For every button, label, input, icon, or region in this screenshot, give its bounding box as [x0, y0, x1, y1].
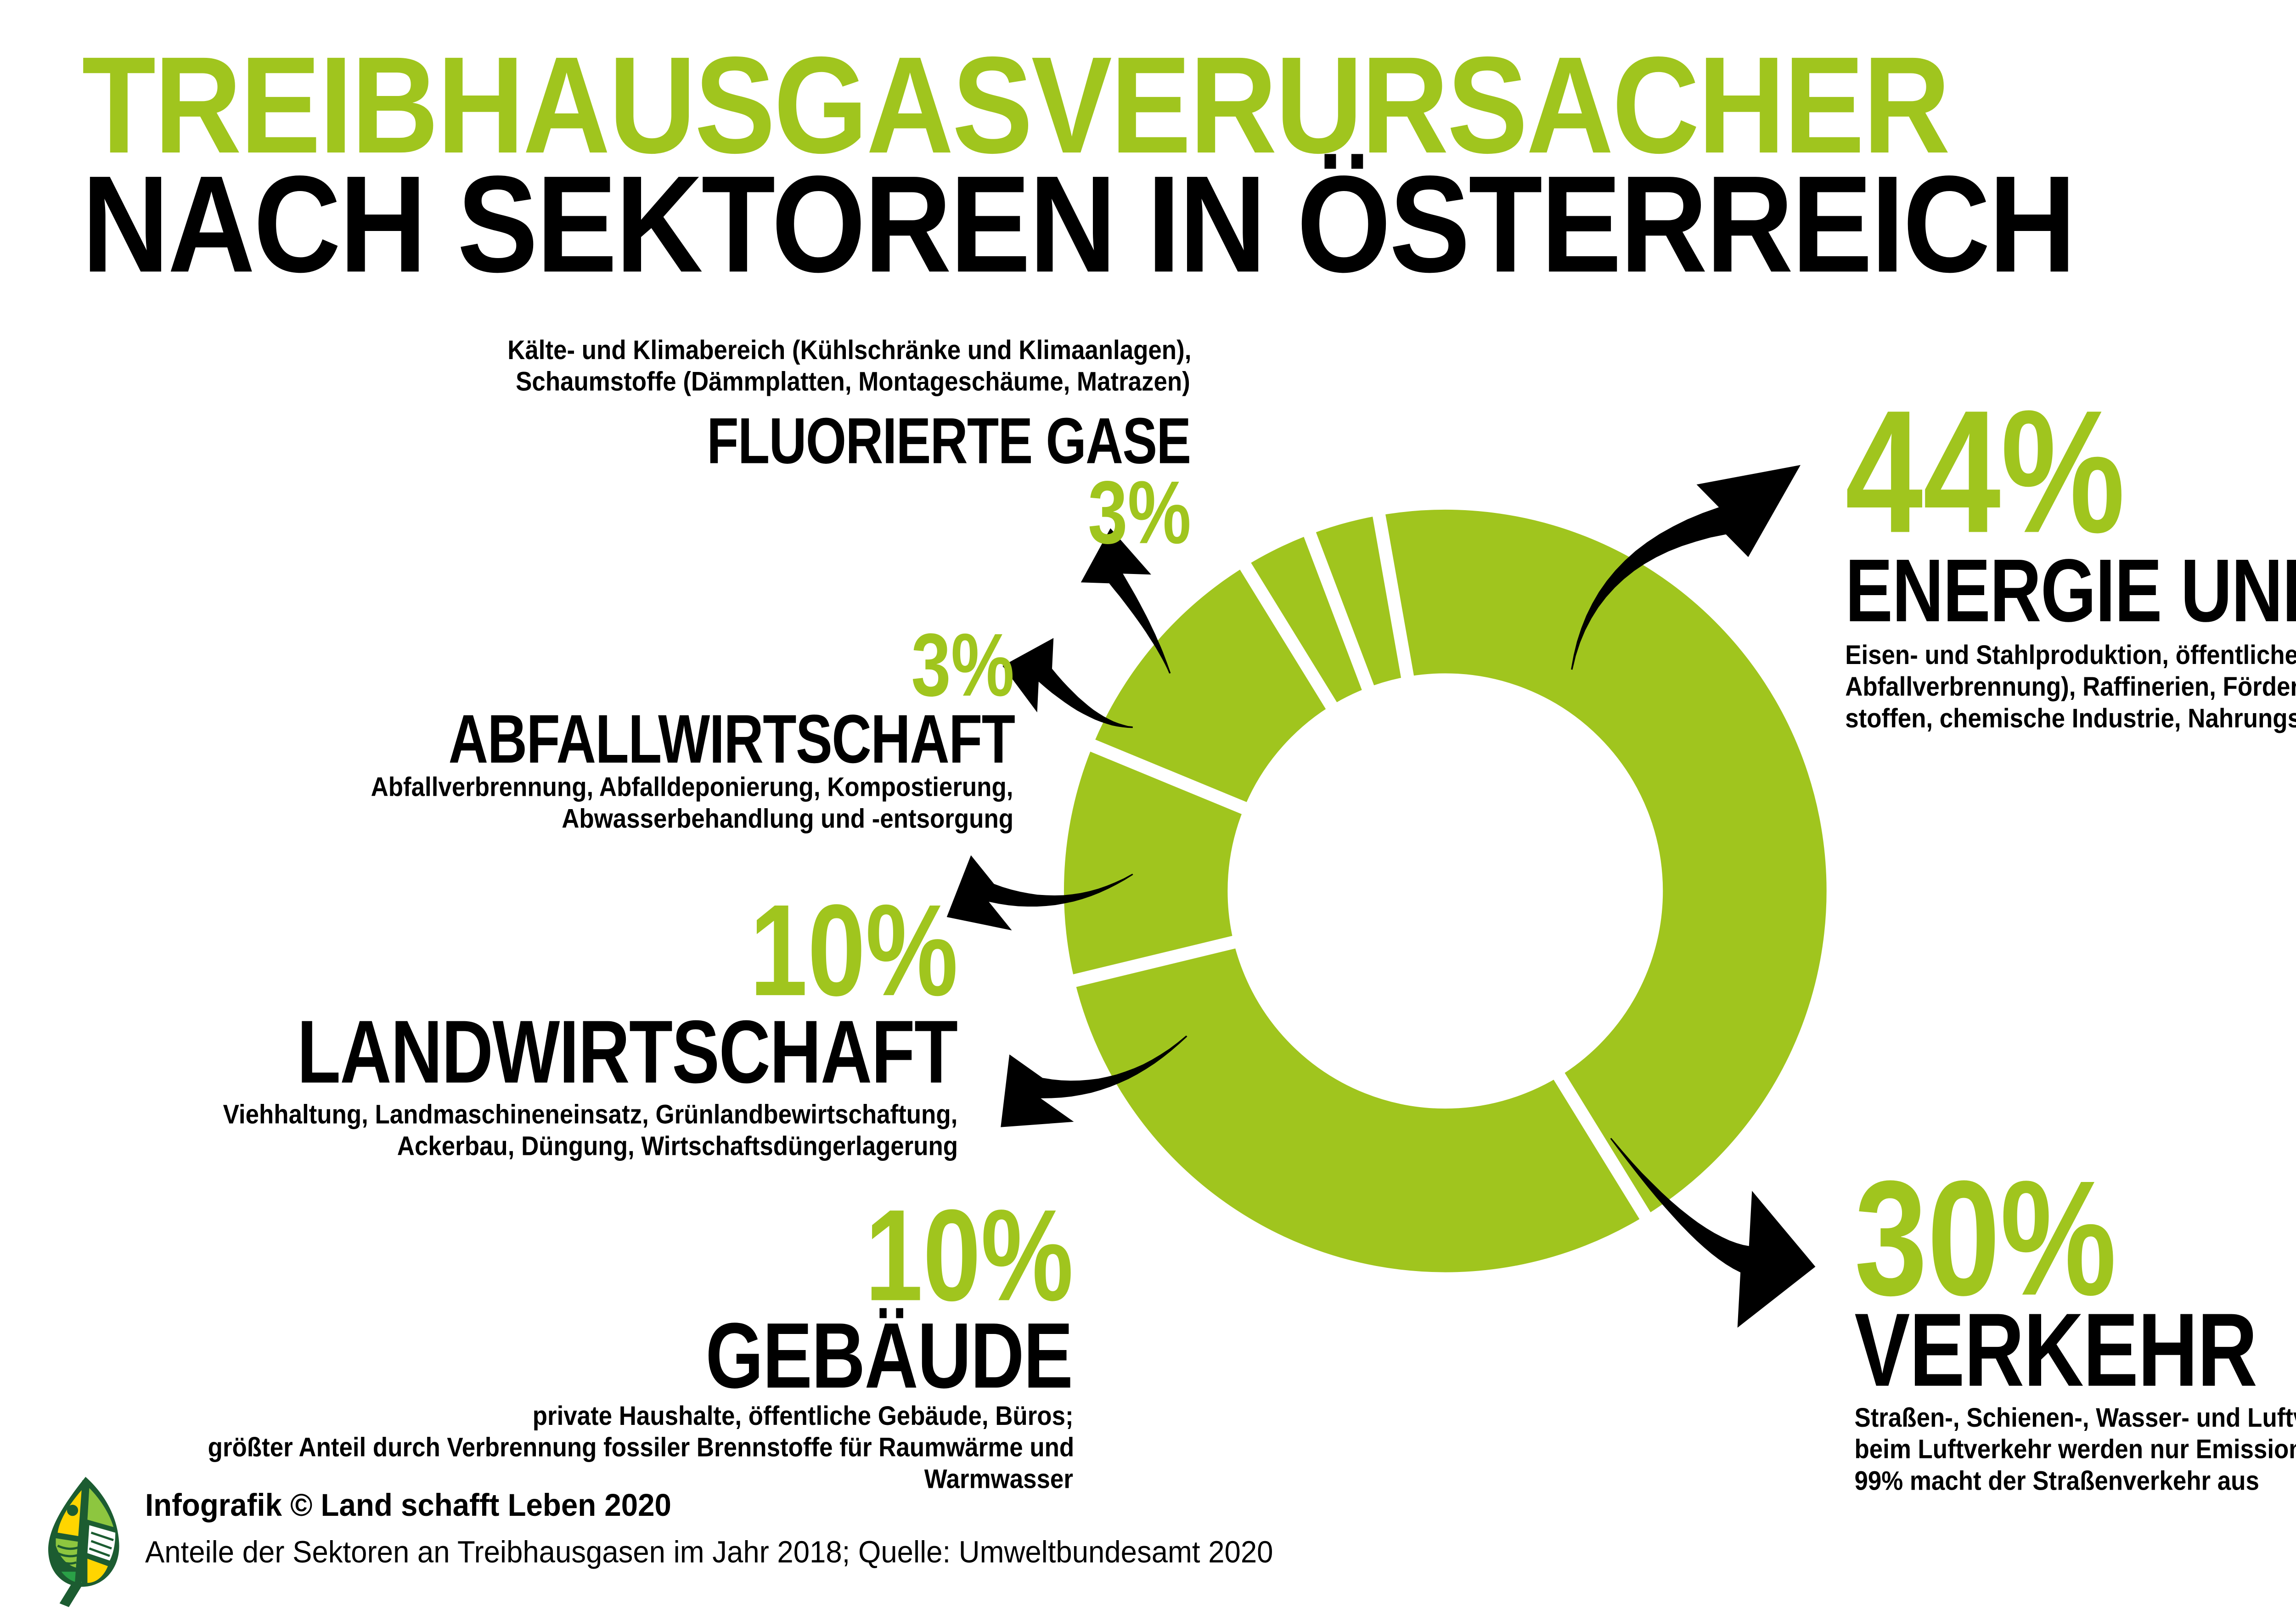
landwirtschaft-desc-line-1: Viehhaltung, Landmaschineneinsatz, Grünl…: [223, 1101, 958, 1131]
gebaeude-percent: 10%: [865, 1183, 1074, 1328]
segment-divider-energie: [1370, 499, 1416, 691]
leaf-logo: [48, 1477, 119, 1607]
arrow-landwirtschaft: [946, 855, 1133, 931]
donut-ring: [1064, 509, 1827, 1272]
arrow-energie: [1571, 465, 1801, 670]
label-block-landwirtschaft: 10% LANDWIRTSCHAFT Viehhaltung, Landmasc…: [133, 878, 959, 1165]
segment-divider-gebaeude: [1058, 933, 1248, 990]
energie-desc-line-2: Abfallverbrennung), Raffinerien, Förderu…: [1845, 674, 2296, 703]
arrow-verkehr: [1610, 1138, 1816, 1328]
title-line-2-text: NACH SEKTOREN IN ÖSTERREICH: [82, 146, 2076, 302]
footer: Infografik © Land schafft Leben 2020 Ant…: [145, 1486, 1333, 1573]
verkehr-desc-line-3: 99% macht der Straßenverkehr aus: [1854, 1468, 2259, 1498]
landwirtschaft-percent: 10%: [749, 878, 958, 1023]
footer-caption: Anteile der Sektoren an Treibhausgasen i…: [145, 1536, 1273, 1570]
title-line-2: NACH SEKTOREN IN ÖSTERREICH: [82, 146, 2296, 302]
page-title: TREIBHAUSGASVERURSACHER NACH SEKTOREN IN…: [82, 28, 2296, 302]
landwirtschaft-desc-line-2: Ackerbau, Düngung, Wirtschaftsdüngerlage…: [397, 1133, 958, 1163]
gebaeude-desc-line-3: Warmwasser: [924, 1466, 1074, 1497]
fluorierte-desc-line-1: Kälte- und Klimabereich (Kühlschränke un…: [506, 337, 1191, 366]
segment-divider-landwirtschaft: [1076, 734, 1259, 819]
energie-desc-line-3: stoffen, chemische Industrie, Nahrungs- …: [1845, 705, 2296, 736]
title-line-1: TREIBHAUSGASVERURSACHER: [82, 28, 2296, 182]
title-line-1-text: TREIBHAUSGASVERURSACHER: [82, 28, 1950, 182]
arrow-fluorierte: [1080, 528, 1171, 674]
label-block-fluorierte-gase: Kälte- und Klimabereich (Kühlschränke un…: [431, 337, 1191, 561]
label-block-energie-und-industrie: 44% ENERGIE UND INDUSTRIE Eisen- und Sta…: [1845, 374, 2296, 737]
leaf-vein: [75, 1480, 89, 1583]
gebaeude-heading: GEBÄUDE: [706, 1304, 1074, 1408]
gebaeude-desc-line-1: private Haushalte, öffentliche Gebäude, …: [532, 1402, 1074, 1432]
abfall-percent: 3%: [910, 617, 1014, 716]
abfall-heading: ABFALLWIRTSCHAFT: [447, 701, 1014, 778]
label-block-abfallwirtschaft: 3% ABFALLWIRTSCHAFT Abfallverbrennung, A…: [300, 617, 1015, 838]
gebaeude-desc-line-2: größter Anteil durch Verbrennung fossile…: [207, 1434, 1074, 1464]
abfall-desc-line-1: Abfallverbrennung, Abfalldeponierung, Ko…: [371, 774, 1014, 804]
verkehr-desc-line-2: beim Luftverkehr werden nur Emissionen v…: [1854, 1436, 2296, 1466]
label-block-verkehr: 30% VERKEHR Straßen-, Schienen-, Wasser-…: [1854, 1146, 2296, 1500]
fluorierte-percent: 3%: [1087, 466, 1191, 564]
arrow-gebaeude: [1001, 1035, 1187, 1127]
energie-percent: 44%: [1845, 374, 2125, 569]
abfall-desc-line-2: Abwasserbehandlung und -entsorgung: [562, 805, 1014, 836]
verkehr-heading: VERKEHR: [1854, 1291, 2257, 1408]
verkehr-percent: 30%: [1854, 1146, 2117, 1330]
verkehr-desc-line-1: Straßen-, Schienen-, Wasser- und Luftver…: [1854, 1404, 2296, 1435]
label-block-gebaeude: 10% GEBÄUDE private Haushalte, öffentlic…: [111, 1183, 1074, 1499]
footer-credit: Infografik © Land schafft Leben 2020: [145, 1488, 671, 1524]
fluorierte-desc-line-2: Schaumstoffe (Dämmplatten, Montageschäum…: [516, 368, 1191, 399]
segment-divider-verkehr: [1547, 1062, 1659, 1232]
segment-divider-abfallwirtschaft: [1232, 550, 1344, 720]
segment-divider-fluorierte_gase: [1298, 518, 1379, 702]
fluorierte-heading: FLUORIERTE GASE: [707, 406, 1191, 479]
arrow-abfall: [1002, 638, 1133, 728]
landwirtschaft-heading: LANDWIRTSCHAFT: [298, 1004, 959, 1103]
energie-desc-line-1: Eisen- und Stahlproduktion, öffentliche …: [1845, 641, 2296, 672]
energie-heading: ENERGIE UND INDUSTRIE: [1845, 543, 2296, 642]
